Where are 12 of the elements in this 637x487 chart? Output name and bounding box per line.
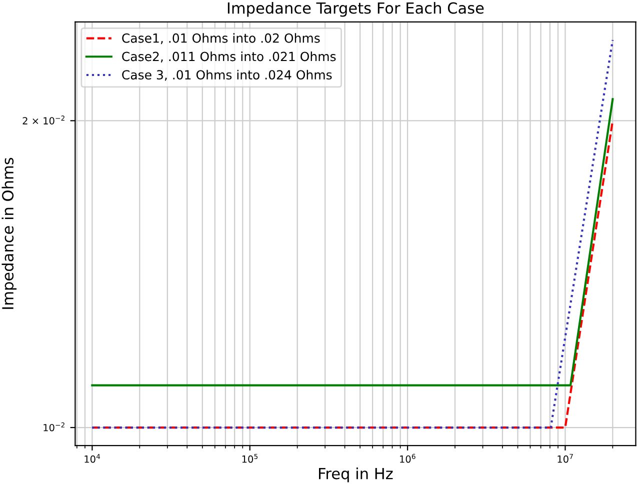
legend-label: Case2, .011 Ohms into .021 Ohms — [122, 52, 336, 62]
y-tick-label: 10$^{−2}$ — [44, 422, 64, 432]
x-tick-label: 10$^{4}$ — [84, 454, 100, 463]
chart-title: Impedance Targets For Each Case — [228, 2, 484, 17]
y-axis-title: Impedance in Ohms — [2, 158, 17, 309]
legend-label: Case 3, .01 Ohms into .024 Ohms — [122, 70, 332, 81]
x-tick-label: 10$^{7}$ — [558, 454, 573, 463]
x-tick-label: 10$^{6}$ — [400, 454, 416, 463]
legend-label: Case1, .01 Ohms into .02 Ohms — [122, 33, 320, 44]
y-tick-label: 2 × 10$^{−2}$ — [22, 116, 64, 124]
x-tick-label: 10$^{5}$ — [242, 454, 258, 463]
x-axis-title: Freq in Hz — [319, 468, 393, 482]
